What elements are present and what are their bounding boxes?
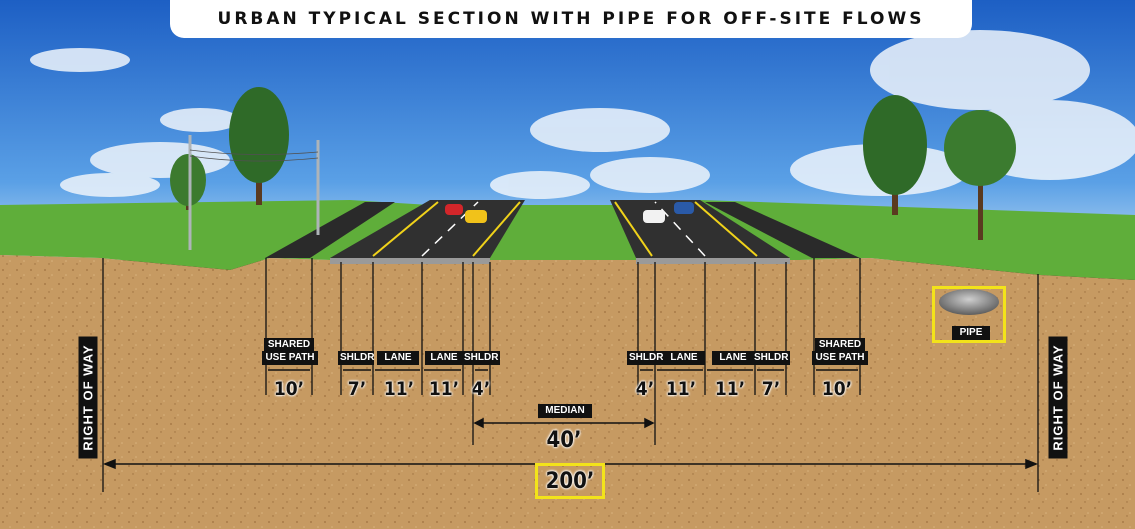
width-right-lane-1: 11’ [665, 378, 697, 400]
width-left-lane-1: 11’ [383, 378, 415, 400]
right-shared-use-path [705, 202, 860, 258]
label-right-shared-use-path: SHARED [815, 338, 865, 352]
page-title: URBAN TYPICAL SECTION WITH PIPE FOR OFF-… [170, 0, 972, 38]
width-left-shared-use-path: 10’ [273, 378, 305, 400]
cars [445, 202, 694, 223]
width-left-lane-2: 11’ [428, 378, 460, 400]
label-right-lane-1: LANE [663, 351, 705, 365]
label-right-shared-use-path-line2: USE PATH [812, 351, 868, 365]
width-right-shared-use-path: 10’ [821, 378, 853, 400]
label-left-lane-1: LANE [377, 351, 419, 365]
trees [170, 87, 1016, 240]
label-median: MEDIAN [538, 404, 592, 418]
width-right-shldr-outer: 7’ [761, 378, 781, 400]
label-right-of-way-left: RIGHT OF WAY [78, 336, 98, 459]
label-text-line-1: SHARED [267, 339, 311, 350]
utility-poles [188, 135, 320, 250]
pipe-icon [939, 289, 999, 315]
total-width: 200’ [545, 469, 595, 494]
width-median: 40’ [546, 428, 582, 453]
width-right-shldr-inner: 4’ [635, 378, 655, 400]
pipe-highlight [932, 286, 1006, 343]
grass [0, 200, 1135, 280]
label-pipe: PIPE [952, 326, 990, 340]
left-shared-use-path [265, 202, 395, 258]
label-left-shldr-outer: SHLDR [338, 351, 375, 365]
width-left-shldr-inner: 4’ [471, 378, 491, 400]
width-right-lane-2: 11’ [714, 378, 746, 400]
dimension-extension-lines [102, 258, 1039, 492]
label-left-shldr-inner: SHLDR [462, 351, 500, 365]
width-left-shldr-outer: 7’ [347, 378, 367, 400]
label-right-shldr-inner: SHLDR [627, 351, 664, 365]
label-right-shldr-outer: SHLDR [752, 351, 790, 365]
label-text-line-1: SHARED [818, 339, 862, 350]
total-width-highlight [535, 463, 605, 499]
label-right-of-way-right: RIGHT OF WAY [1048, 336, 1068, 459]
label-right-lane-2: LANE [712, 351, 754, 365]
label-left-lane-2: LANE [425, 351, 463, 365]
soil [0, 255, 1135, 529]
label-left-shared-use-path-line2: USE PATH [262, 351, 318, 365]
label-left-shared-use-path: SHARED [264, 338, 314, 352]
